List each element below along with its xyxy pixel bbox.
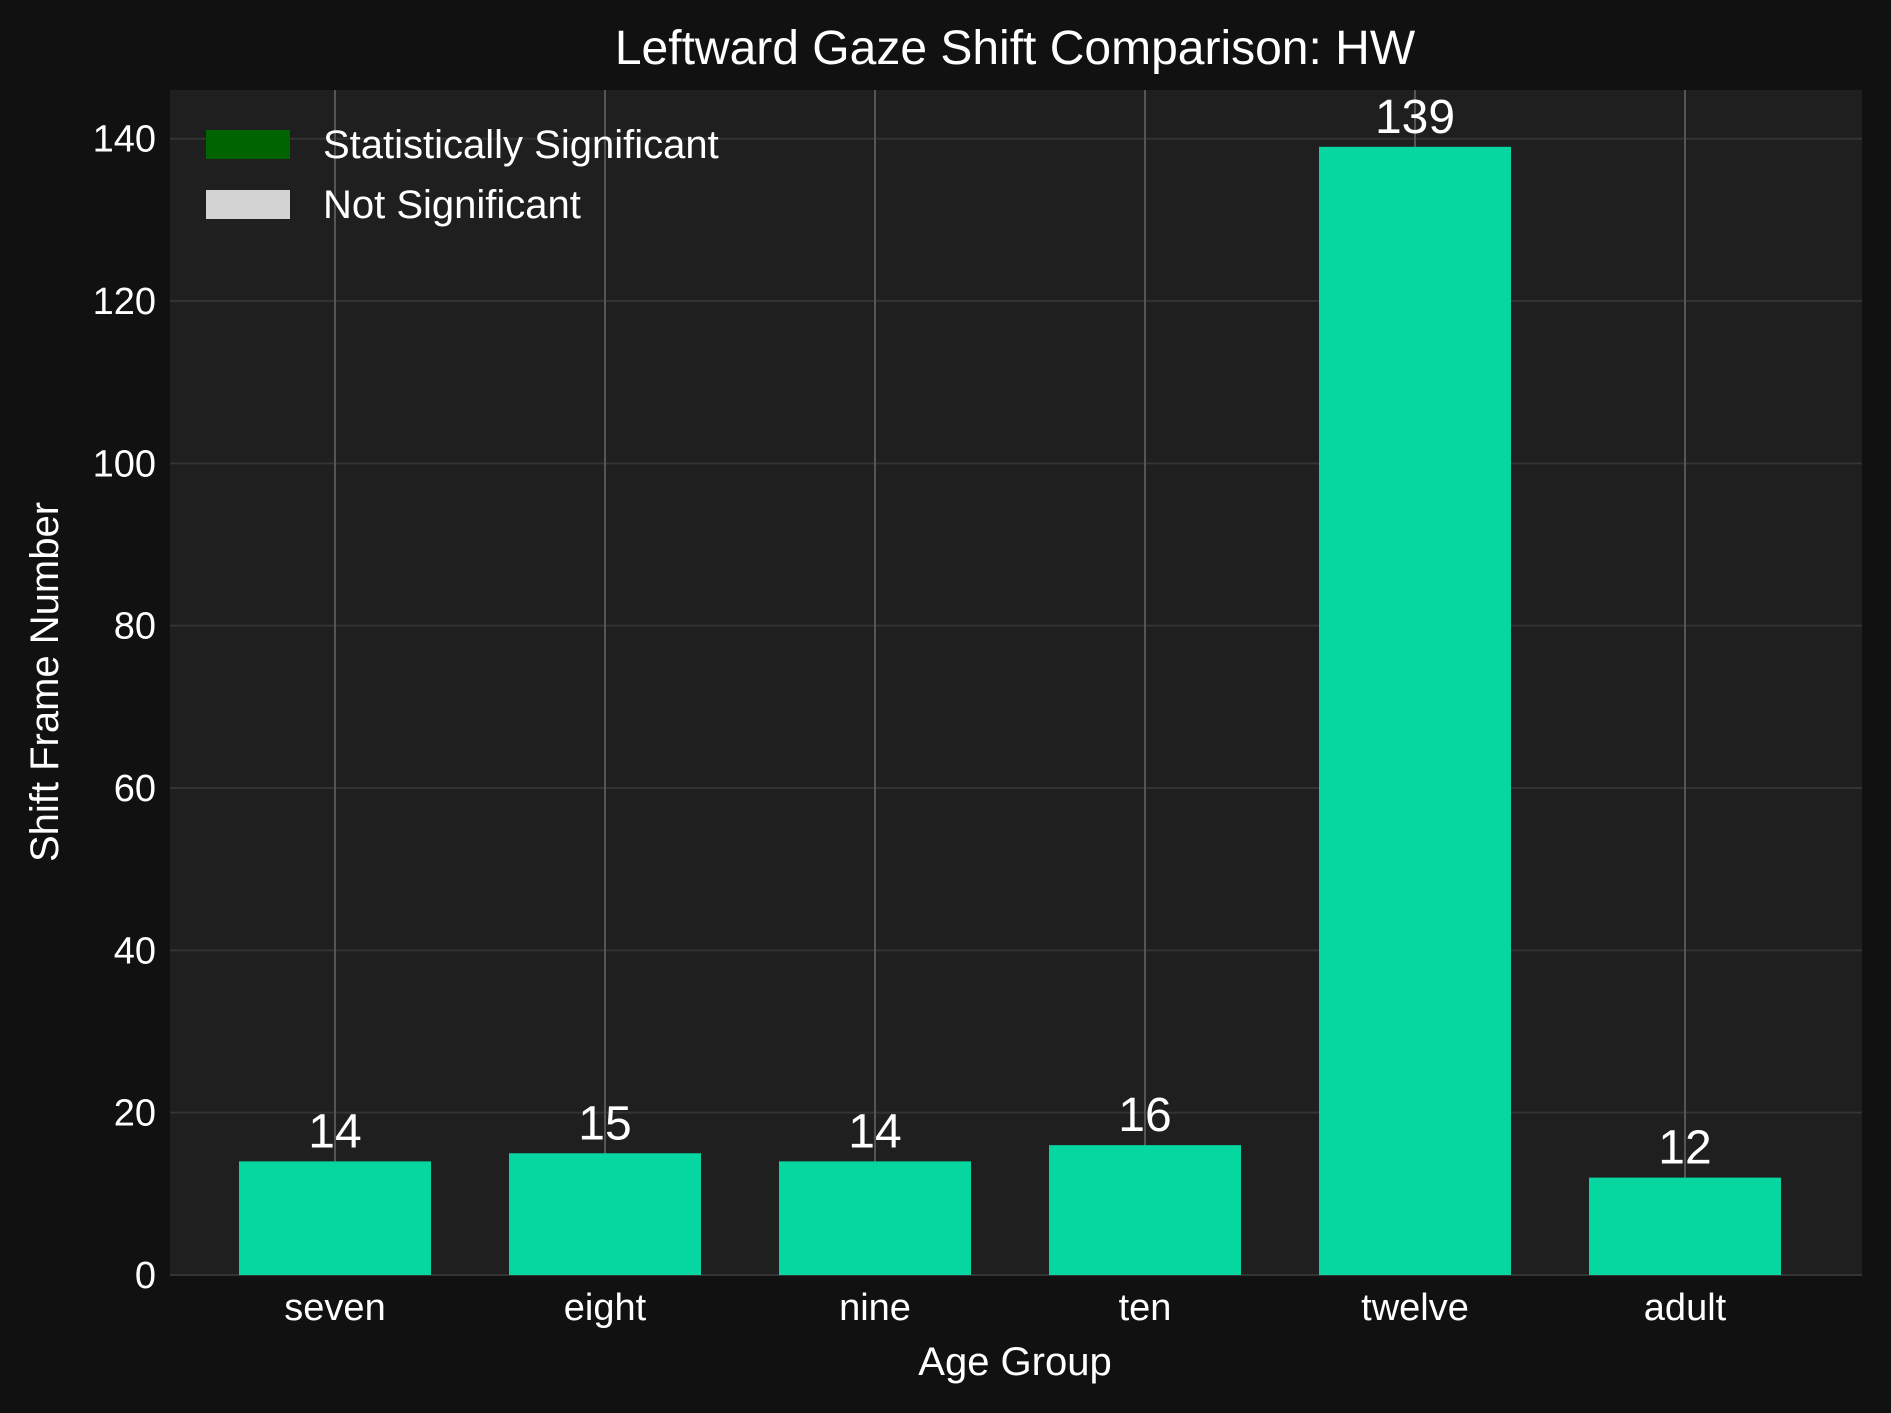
y-tick-label: 20 [114, 1093, 156, 1135]
bar-twelve [1319, 146, 1511, 1275]
legend-swatch [206, 130, 290, 159]
bar-value-label: 12 [1658, 1122, 1711, 1175]
y-tick-label: 0 [135, 1255, 156, 1297]
y-tick-label: 60 [114, 768, 156, 810]
x-axis-ticks: seven eight nine ten twelve adult [284, 1287, 1726, 1329]
bars [239, 146, 1781, 1275]
legend-swatch [206, 190, 290, 219]
y-tick-label: 100 [93, 443, 156, 485]
horizontal-gridlines [170, 137, 1862, 1276]
bar-value-labels: 14 15 14 16 139 12 [308, 91, 1711, 1175]
x-axis-label: Age Group [918, 1340, 1111, 1384]
bar-adult [1589, 1177, 1781, 1275]
bar-nine [779, 1161, 971, 1275]
x-tick-label: nine [839, 1287, 911, 1329]
x-tick-label: twelve [1361, 1287, 1469, 1329]
y-axis-ticks: 0 20 40 60 80 100 120 140 [93, 119, 156, 1297]
legend-label: Not Significant [323, 183, 581, 227]
y-tick-label: 120 [93, 281, 156, 323]
x-tick-label: seven [284, 1287, 385, 1329]
y-tick-label: 80 [114, 606, 156, 648]
vertical-gridlines [334, 90, 1686, 1275]
legend-label: Statistically Significant [323, 123, 719, 167]
bar-ten [1049, 1145, 1241, 1275]
x-tick-label: eight [564, 1287, 647, 1329]
bar-seven [239, 1161, 431, 1275]
bar-value-label: 16 [1118, 1089, 1171, 1142]
plot-area [170, 90, 1862, 1275]
bar-value-label: 139 [1375, 91, 1455, 144]
y-tick-label: 40 [114, 930, 156, 972]
y-tick-label: 140 [93, 119, 156, 161]
bar-value-label: 14 [848, 1105, 901, 1158]
y-axis-label: Shift Frame Number [23, 502, 67, 862]
bar-value-label: 14 [308, 1105, 361, 1158]
x-tick-label: ten [1119, 1287, 1172, 1329]
bar-value-label: 15 [578, 1097, 631, 1150]
chart-title: Leftward Gaze Shift Comparison: HW [615, 22, 1416, 75]
bar-eight [509, 1153, 701, 1275]
legend: Statistically Significant Not Significant [206, 123, 719, 227]
x-tick-label: adult [1644, 1287, 1727, 1329]
